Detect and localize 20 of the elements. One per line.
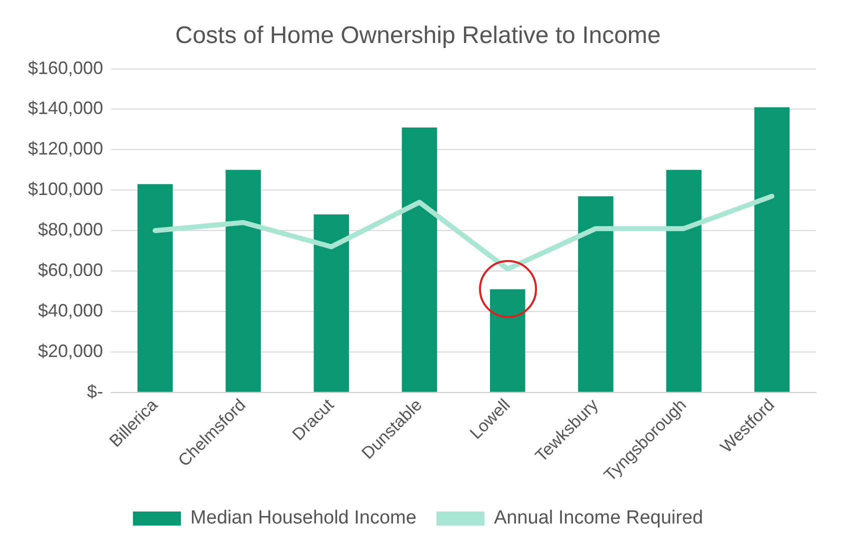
bar	[666, 170, 702, 392]
legend-label: Annual Income Required	[494, 508, 704, 529]
y-tick-label: $140,000	[28, 98, 104, 118]
y-tick-label: $120,000	[28, 138, 104, 159]
bar	[314, 214, 349, 392]
y-tick-label: $160,000	[28, 58, 104, 78]
bar	[490, 289, 526, 392]
y-tick-label: $100,000	[28, 179, 104, 200]
y-tick-label: $60,000	[38, 260, 104, 280]
bar	[578, 196, 614, 392]
y-tick-label: $-	[87, 381, 104, 402]
legend-label: Median Household Income	[190, 508, 416, 529]
y-tick-label: $20,000	[38, 340, 104, 361]
bar	[402, 127, 438, 392]
bar	[226, 170, 261, 392]
y-tick-label: $80,000	[38, 220, 104, 240]
chart-title: Costs of Home Ownership Relative to Income	[175, 22, 661, 50]
bar	[754, 107, 790, 392]
bar	[138, 184, 173, 392]
y-tick-label: $40,000	[38, 300, 104, 320]
